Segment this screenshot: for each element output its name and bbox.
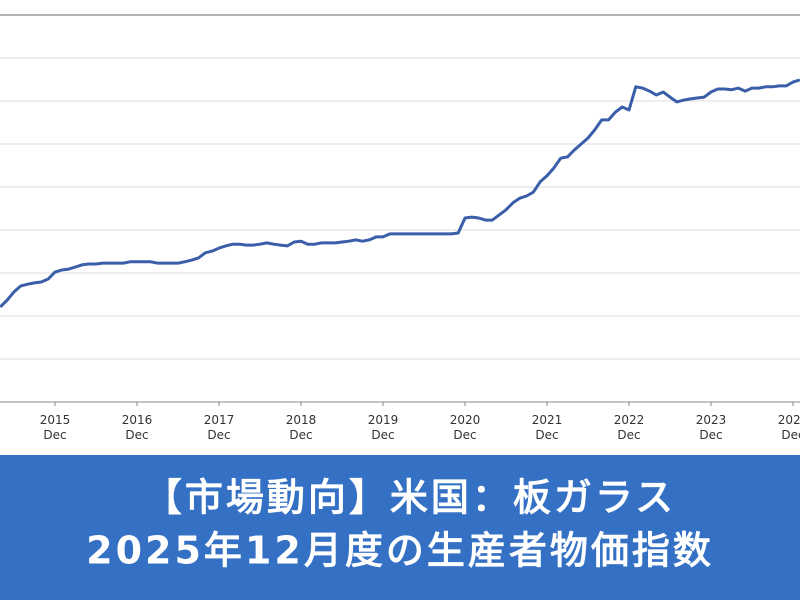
x-tick-label: 2021 Dec xyxy=(532,413,563,442)
x-tick-label-part: 2019 xyxy=(368,413,399,427)
x-tick-label-part: Dec xyxy=(535,428,558,442)
chart-subtitle: 2025年12月度の生産者物価指数 xyxy=(86,529,714,573)
x-tick-label-part: 2021 xyxy=(532,413,563,427)
x-tick-label: 2017 Dec xyxy=(204,413,235,442)
x-tick-label: 2020 Dec xyxy=(450,413,481,442)
x-tick-label-part: 2024 xyxy=(778,413,800,427)
x-tick-label-part: Dec xyxy=(617,428,640,442)
x-tick-label: 2023 Dec xyxy=(696,413,727,442)
x-tick-label-part: Dec xyxy=(371,428,394,442)
x-tick-label: 2015 Dec xyxy=(40,413,71,442)
x-tick-label-part: 2017 xyxy=(204,413,235,427)
x-tick-label-part: 2018 xyxy=(286,413,317,427)
x-tick-label-part: Dec xyxy=(289,428,312,442)
x-tick-label-part: Dec xyxy=(699,428,722,442)
x-tick-label-part: Dec xyxy=(207,428,230,442)
x-tick-label: 2022 Dec xyxy=(614,413,645,442)
x-tick-label-part: 2016 xyxy=(122,413,153,427)
x-tick-label-part: 2020 xyxy=(450,413,481,427)
x-tick-label: 2024Dec xyxy=(778,413,800,442)
x-tick-label: 2016 Dec xyxy=(122,413,153,442)
data-line xyxy=(0,78,800,309)
x-tick-label-part: 2023 xyxy=(696,413,727,427)
x-tick-label-part: Dec xyxy=(43,428,66,442)
x-tick-label: 2018 Dec xyxy=(286,413,317,442)
banner xyxy=(0,455,800,600)
x-tick-label-part: Dec xyxy=(453,428,476,442)
x-tick-label-part: Dec xyxy=(781,428,800,442)
x-tick-label-part: 2022 xyxy=(614,413,645,427)
chart-title: 【市場動向】米国：板ガラス xyxy=(144,476,676,520)
x-tick-label-part: Dec xyxy=(125,428,148,442)
x-tick-label: 2019 Dec xyxy=(368,413,399,442)
x-tick-label-part: 2015 xyxy=(40,413,71,427)
